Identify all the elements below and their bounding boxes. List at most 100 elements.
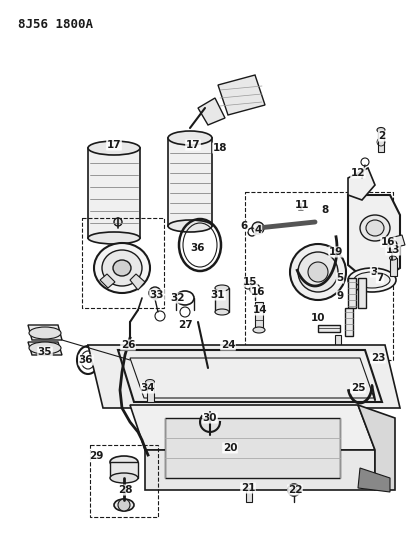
Bar <box>90 445 158 517</box>
Ellipse shape <box>88 141 140 155</box>
Polygon shape <box>390 235 405 248</box>
Bar <box>168 138 212 226</box>
Text: 19: 19 <box>329 247 343 257</box>
Bar <box>147 382 154 402</box>
Bar <box>82 218 164 308</box>
Text: 8J56 1800A: 8J56 1800A <box>18 18 93 31</box>
Text: 11: 11 <box>295 200 309 210</box>
Circle shape <box>252 222 264 234</box>
Ellipse shape <box>88 232 140 244</box>
Ellipse shape <box>215 309 229 315</box>
Ellipse shape <box>253 327 265 333</box>
Bar <box>390 258 397 276</box>
Circle shape <box>387 240 397 250</box>
Text: 14: 14 <box>253 305 267 315</box>
Text: 29: 29 <box>89 451 103 461</box>
Circle shape <box>149 287 161 299</box>
Polygon shape <box>198 98 225 125</box>
Bar <box>318 325 340 332</box>
Bar <box>348 278 356 308</box>
Bar <box>378 130 384 152</box>
Text: 5: 5 <box>336 273 344 283</box>
Bar <box>345 308 353 336</box>
Text: 6: 6 <box>240 221 248 231</box>
Circle shape <box>308 262 328 282</box>
Ellipse shape <box>245 483 253 489</box>
Ellipse shape <box>348 268 396 292</box>
Ellipse shape <box>377 127 385 133</box>
Text: 34: 34 <box>141 383 155 393</box>
Text: 18: 18 <box>213 143 227 153</box>
Text: 8: 8 <box>321 205 329 215</box>
Ellipse shape <box>110 456 138 468</box>
Ellipse shape <box>29 327 61 339</box>
Polygon shape <box>28 325 62 340</box>
Ellipse shape <box>215 285 229 291</box>
Polygon shape <box>165 418 340 478</box>
Text: 26: 26 <box>121 340 135 350</box>
Polygon shape <box>348 168 375 200</box>
Bar <box>245 192 393 360</box>
Bar <box>335 335 341 353</box>
Text: 27: 27 <box>178 320 192 330</box>
Polygon shape <box>130 405 375 450</box>
Text: 4: 4 <box>254 225 262 235</box>
Text: 12: 12 <box>351 168 365 178</box>
Text: 23: 23 <box>371 353 385 363</box>
Ellipse shape <box>168 220 212 232</box>
Text: 31: 31 <box>211 290 225 300</box>
Text: 32: 32 <box>171 293 185 303</box>
Circle shape <box>298 252 338 292</box>
Polygon shape <box>130 274 145 290</box>
Ellipse shape <box>29 342 61 354</box>
Ellipse shape <box>366 220 384 236</box>
Ellipse shape <box>114 499 134 511</box>
Text: 33: 33 <box>150 290 164 300</box>
Ellipse shape <box>389 256 396 260</box>
Text: 21: 21 <box>241 483 255 493</box>
Text: 16: 16 <box>251 287 265 297</box>
Bar <box>110 462 138 478</box>
Polygon shape <box>28 342 62 355</box>
Text: 36: 36 <box>79 355 93 365</box>
Ellipse shape <box>102 250 142 286</box>
Polygon shape <box>100 274 115 288</box>
Text: 7: 7 <box>376 273 384 283</box>
Circle shape <box>118 499 130 511</box>
Text: 17: 17 <box>186 140 200 150</box>
Circle shape <box>114 218 122 226</box>
Ellipse shape <box>113 260 131 276</box>
Bar <box>215 288 229 312</box>
Text: 2: 2 <box>378 131 386 141</box>
Text: 17: 17 <box>107 140 121 150</box>
Ellipse shape <box>354 272 390 288</box>
Polygon shape <box>358 405 395 490</box>
Bar <box>358 278 366 308</box>
Ellipse shape <box>168 131 212 145</box>
Text: 9: 9 <box>337 291 344 301</box>
Bar <box>246 486 252 502</box>
Polygon shape <box>348 195 400 275</box>
Text: 15: 15 <box>243 277 257 287</box>
Text: 16: 16 <box>381 237 395 247</box>
Ellipse shape <box>110 473 138 483</box>
Polygon shape <box>88 345 400 408</box>
Text: 13: 13 <box>386 245 400 255</box>
Bar <box>88 148 140 238</box>
Text: 20: 20 <box>223 443 237 453</box>
Text: 30: 30 <box>203 413 217 423</box>
Circle shape <box>290 244 346 300</box>
Text: 24: 24 <box>221 340 235 350</box>
Ellipse shape <box>94 243 150 293</box>
Text: 10: 10 <box>311 313 325 323</box>
Text: 22: 22 <box>288 485 302 495</box>
Ellipse shape <box>360 215 390 241</box>
Bar <box>255 302 263 330</box>
Text: 25: 25 <box>351 383 365 393</box>
Polygon shape <box>145 450 375 490</box>
Ellipse shape <box>145 379 154 384</box>
Text: 35: 35 <box>38 347 52 357</box>
Polygon shape <box>218 75 265 115</box>
Text: 28: 28 <box>118 485 132 495</box>
Text: 1: 1 <box>297 203 304 213</box>
